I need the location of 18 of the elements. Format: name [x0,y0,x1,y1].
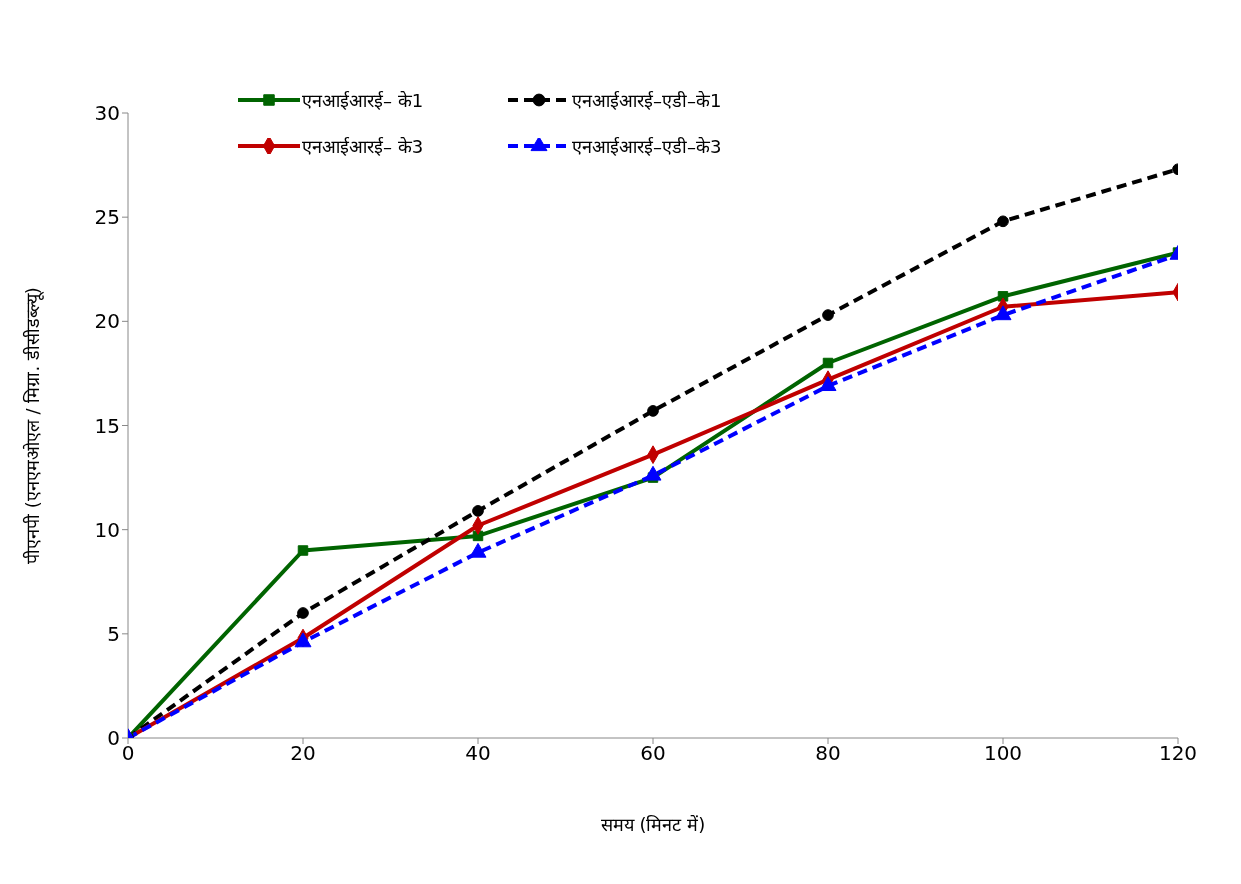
legend-label: एनआईआरई– के3 [302,135,424,158]
y-tick-label: 25 [94,205,120,230]
legend-label: एनआईआरई– के1 [302,89,424,112]
y-tick-label: 5 [107,621,120,646]
x-tick-label: 20 [290,741,316,766]
x-tick-label: 80 [815,741,841,766]
y-tick-label: 30 [94,101,120,126]
x-tick-label: 40 [465,741,491,766]
y-tick-label: 20 [94,309,120,334]
x-tick-label: 100 [983,741,1023,766]
y-tick-label: 10 [94,517,120,542]
y-tick-label: 15 [94,413,120,438]
y-axis-title: पीएनपी (एनएमओएल / मिग्रा. डीसीडब्ल्यू) [22,287,45,564]
legend-label: एनआईआरई–एडी–के3 [572,135,722,158]
x-tick-label: 120 [1158,741,1198,766]
x-tick-label: 60 [640,741,666,766]
legend-label: एनआईआरई–एडी–के1 [572,89,722,112]
x-axis-title: समय (मिनट में) [600,813,706,835]
